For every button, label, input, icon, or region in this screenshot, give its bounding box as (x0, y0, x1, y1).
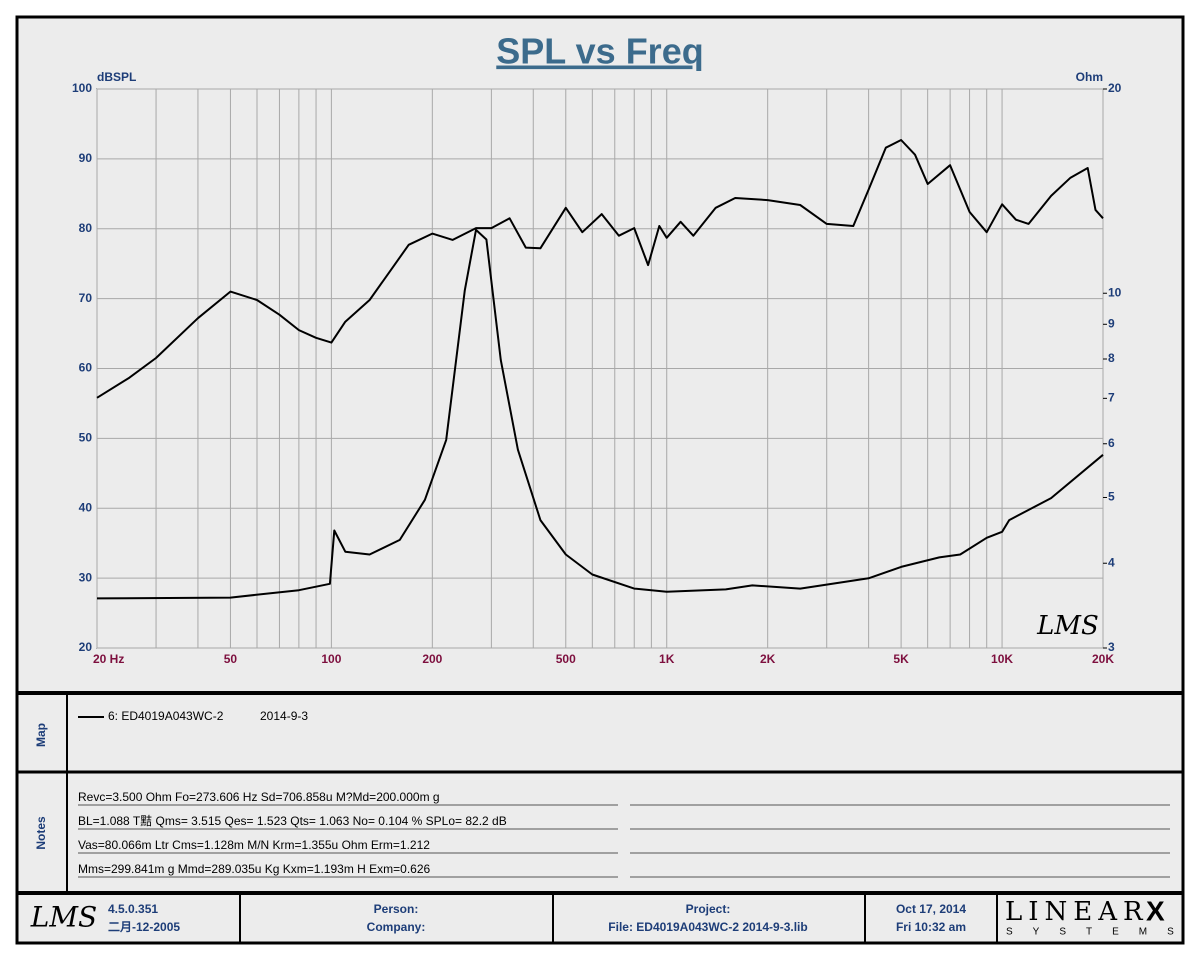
watermark: LMS (1036, 611, 1099, 641)
y2-tick-label: 7 (1108, 391, 1115, 405)
y2-tick-label: 8 (1108, 351, 1115, 365)
section-label: Map (34, 723, 48, 747)
x-tick-label: 20K (1092, 652, 1114, 666)
y-tick-label: 90 (79, 151, 93, 165)
logo: LMS (30, 901, 97, 934)
x-tick-label: 200 (422, 652, 442, 666)
y-tick-label: 80 (79, 221, 93, 235)
x-tick-label: 50 (224, 652, 238, 666)
chart-title: SPL vs Freq (496, 31, 703, 72)
y-tick-label: 60 (79, 361, 93, 375)
y2-tick-label: 20 (1108, 81, 1122, 95)
y2-axis-label: Ohm (1076, 70, 1103, 84)
y2-tick-label: 4 (1108, 555, 1115, 569)
version: 4.5.0.351 (108, 902, 158, 916)
y-axis-label: dBSPL (97, 70, 136, 84)
brand-mark: X (1146, 895, 1165, 926)
series-line (96, 228, 1104, 600)
y-tick-label: 40 (79, 500, 93, 514)
x-tick-label: 2K (760, 652, 776, 666)
build-date: 二月-12-2005 (108, 920, 180, 934)
company: Company: (367, 920, 426, 934)
note-line: Vas=80.066m Ltr Cms=1.128m M/N Krm=1.355… (78, 838, 430, 852)
y-tick-label: 20 (79, 640, 93, 654)
time: Fri 10:32 am (896, 920, 966, 934)
person: Person: (374, 902, 419, 916)
y-tick-label: 50 (79, 431, 93, 445)
y2-tick-label: 9 (1108, 316, 1115, 330)
note-line: Revc=3.500 Ohm Fo=273.606 Hz Sd=706.858u… (78, 790, 440, 804)
legend-date: 2014-9-3 (260, 709, 308, 723)
y2-tick-label: 10 (1108, 285, 1122, 299)
project: Project: (686, 902, 731, 916)
date: Oct 17, 2014 (896, 902, 966, 916)
series-line (96, 139, 1104, 399)
x-tick-label: 20 Hz (93, 652, 124, 666)
x-tick-label: 1K (659, 652, 675, 666)
y2-tick-label: 6 (1108, 436, 1115, 450)
legend-label: 6: ED4019A043WC-2 (108, 709, 224, 723)
x-tick-label: 100 (321, 652, 341, 666)
note-line: BL=1.088 T黠 Qms= 3.515 Qes= 1.523 Qts= 1… (78, 813, 507, 828)
x-tick-label: 500 (556, 652, 576, 666)
notes: Revc=3.500 Ohm Fo=273.606 Hz Sd=706.858u… (78, 790, 1170, 878)
note-line: Mms=299.841m g Mmd=289.035u Kg Kxm=1.193… (78, 862, 431, 876)
brand-sub: SYSTEMS (1006, 927, 1194, 938)
y-tick-label: 100 (72, 81, 92, 95)
y-tick-label: 30 (79, 570, 93, 584)
y2-tick-label: 3 (1108, 640, 1115, 654)
footer: LMS 4.5.0.351 二月-12-2005 Person: Company… (30, 893, 1194, 943)
file: File: ED4019A043WC-2 2014-9-3.lib (608, 920, 807, 934)
brand: LINEAR (1005, 897, 1149, 927)
y2-tick-label: 5 (1108, 490, 1115, 504)
x-tick-label: 10K (991, 652, 1013, 666)
section-label: Notes (34, 816, 48, 850)
y-tick-label: 70 (79, 291, 93, 305)
x-tick-label: 5K (893, 652, 909, 666)
